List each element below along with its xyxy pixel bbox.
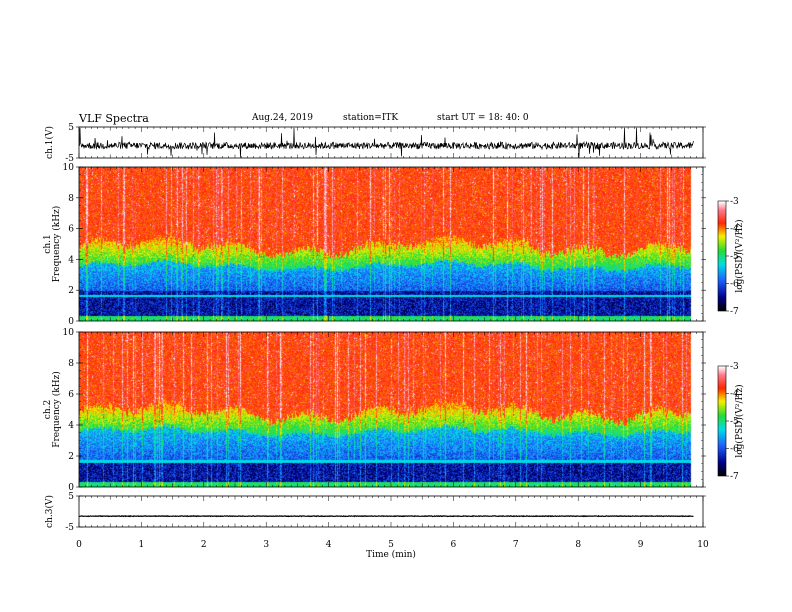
date-label: Aug.24, 2019 bbox=[252, 113, 313, 123]
ch1-frequency-panel-ytick-label: 4 bbox=[68, 255, 74, 265]
x-tick-label: 2 bbox=[201, 540, 207, 550]
x-tick-label: 4 bbox=[326, 540, 332, 550]
ch2-frequency-panel-ylabel: ch.2 bbox=[43, 400, 53, 419]
ch2-colorbar-label: log(PSD)(V²/Hz) bbox=[734, 384, 745, 457]
ch2-colorbar-tick-label: -5 bbox=[730, 417, 739, 427]
ch2-frequency-panel-ytick-label: 8 bbox=[68, 359, 74, 369]
ch1-colorbar-tick-label: -3 bbox=[730, 197, 739, 207]
x-tick-label: 1 bbox=[139, 540, 145, 550]
ch1-voltage-panel-ytick-label: 5 bbox=[68, 123, 74, 133]
ch1-colorbar-label: log(PSD)(V²/Hz) bbox=[734, 219, 745, 292]
start-time-label: start UT = 18: 40: 0 bbox=[437, 113, 529, 123]
ch2-colorbar-tick-label: -3 bbox=[730, 362, 739, 372]
ch2-colorbar-tick-label: -4 bbox=[730, 390, 739, 400]
ch1-spectrogram bbox=[79, 167, 703, 321]
ch1-colorbar-tick-label: -7 bbox=[730, 307, 739, 317]
ch2-colorbar-tick-label: -6 bbox=[730, 445, 739, 455]
ch1-colorbar-tick-label: -6 bbox=[730, 280, 739, 290]
ch3-voltage-panel-ytick-label: -5 bbox=[65, 523, 74, 533]
ch1-frequency-panel-ytick-label: 0 bbox=[68, 317, 74, 327]
x-tick-label: 3 bbox=[263, 540, 269, 550]
x-tick-label: 0 bbox=[76, 540, 82, 550]
ch3-voltage-panel-ylabel: ch.3(V) bbox=[44, 495, 55, 528]
ch2-frequency-panel-ytick-label: 4 bbox=[68, 421, 74, 431]
x-tick-label: 8 bbox=[575, 540, 581, 550]
ch2-colorbar-tick-label: -7 bbox=[730, 472, 739, 482]
ch1-frequency-panel-ytick-label: 2 bbox=[68, 286, 74, 296]
x-tick-label: 7 bbox=[513, 540, 519, 550]
ch1-frequency-panel-ylabel: ch.1 bbox=[43, 234, 53, 253]
ch1-frequency-panel-ytick-label: 10 bbox=[63, 163, 75, 173]
ch2-frequency-panel-ytick-label: 2 bbox=[68, 452, 74, 462]
ch1-frequency-panel-ytick-label: 6 bbox=[68, 225, 74, 235]
x-tick-label: 9 bbox=[638, 540, 644, 550]
ch1-colorbar-tick-label: -4 bbox=[730, 225, 739, 235]
ch1-frequency-panel-ytick-label: 8 bbox=[68, 194, 74, 204]
ch2-frequency-panel-ytick-label: 0 bbox=[68, 483, 74, 493]
ch2-colorbar bbox=[718, 366, 726, 476]
ch1-colorbar-tick-label: -5 bbox=[730, 252, 739, 262]
ch2-frequency-panel-ytick-label: 10 bbox=[63, 328, 75, 338]
ch1-voltage-panel-ylabel: ch.1(V) bbox=[44, 126, 55, 159]
figure-title: VLF Spectra bbox=[79, 112, 149, 125]
ch1-colorbar bbox=[718, 201, 726, 311]
ch2-frequency-panel-ylabel: Frequency (kHz) bbox=[51, 371, 62, 448]
ch3-waveform-trace bbox=[78, 514, 694, 518]
ch3-voltage-panel-ytick-label: 5 bbox=[68, 492, 74, 502]
ch1-frequency-panel-ylabel: Frequency (kHz) bbox=[51, 206, 62, 283]
x-tick-label: 10 bbox=[697, 540, 709, 550]
station-label: station=ITK bbox=[343, 113, 399, 123]
ch1-waveform-trace bbox=[78, 127, 694, 158]
x-axis-label: Time (min) bbox=[366, 549, 416, 560]
ch2-frequency-panel-ytick-label: 6 bbox=[68, 390, 74, 400]
ch1-voltage-panel-ytick-label: -5 bbox=[65, 154, 74, 164]
x-tick-label: 6 bbox=[451, 540, 457, 550]
ch2-spectrogram bbox=[79, 332, 703, 487]
x-tick-label: 5 bbox=[388, 540, 394, 550]
